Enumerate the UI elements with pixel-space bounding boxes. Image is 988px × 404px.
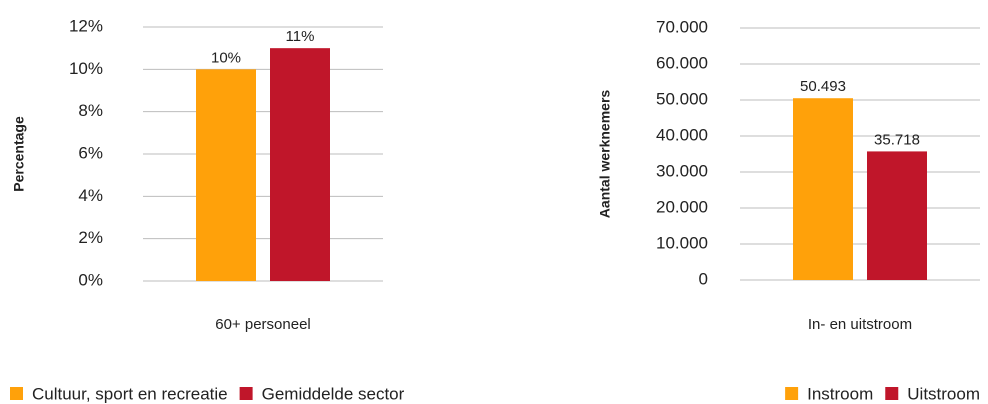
legend-label: Cultuur, sport en recreatie xyxy=(32,384,228,403)
x-tick-label: 60+ personeel xyxy=(215,316,311,333)
legend-swatch xyxy=(785,387,799,400)
legend-label: Uitstroom xyxy=(907,384,980,403)
y-tick-label: 20.000 xyxy=(656,197,708,216)
bar xyxy=(793,98,853,281)
y-tick-label: 6% xyxy=(78,143,103,162)
x-tick-label: In- en uitstroom xyxy=(808,316,912,333)
y-tick-label: 10.000 xyxy=(656,233,708,252)
y-tick-label: 10% xyxy=(69,59,103,78)
y-tick-label: 70.000 xyxy=(656,17,708,36)
y-axis-label: Percentage xyxy=(11,116,27,192)
y-tick-label: 4% xyxy=(78,186,103,205)
y-tick-label: 8% xyxy=(78,101,103,120)
data-label: 11% xyxy=(286,28,315,45)
bar xyxy=(270,48,330,281)
y-tick-label: 50.000 xyxy=(656,89,708,108)
legend-swatch xyxy=(239,387,253,400)
y-axis-label: Aantal werknemers xyxy=(597,90,613,219)
y-tick-label: 0 xyxy=(699,269,708,288)
y-tick-label: 12% xyxy=(69,16,103,35)
legend-label: Instroom xyxy=(807,384,873,403)
legend-swatch xyxy=(10,387,23,400)
bar xyxy=(196,69,256,281)
y-tick-label: 60.000 xyxy=(656,53,708,72)
legend-swatch xyxy=(885,387,899,400)
data-label: 50.493 xyxy=(800,78,846,95)
y-tick-label: 30.000 xyxy=(656,161,708,180)
bar xyxy=(867,151,927,280)
y-tick-label: 40.000 xyxy=(656,125,708,144)
y-tick-label: 0% xyxy=(78,270,103,289)
y-tick-label: 2% xyxy=(78,228,103,247)
data-label: 35.718 xyxy=(874,131,920,148)
legend-label: Gemiddelde sector xyxy=(262,384,405,403)
data-label: 10% xyxy=(211,49,241,66)
